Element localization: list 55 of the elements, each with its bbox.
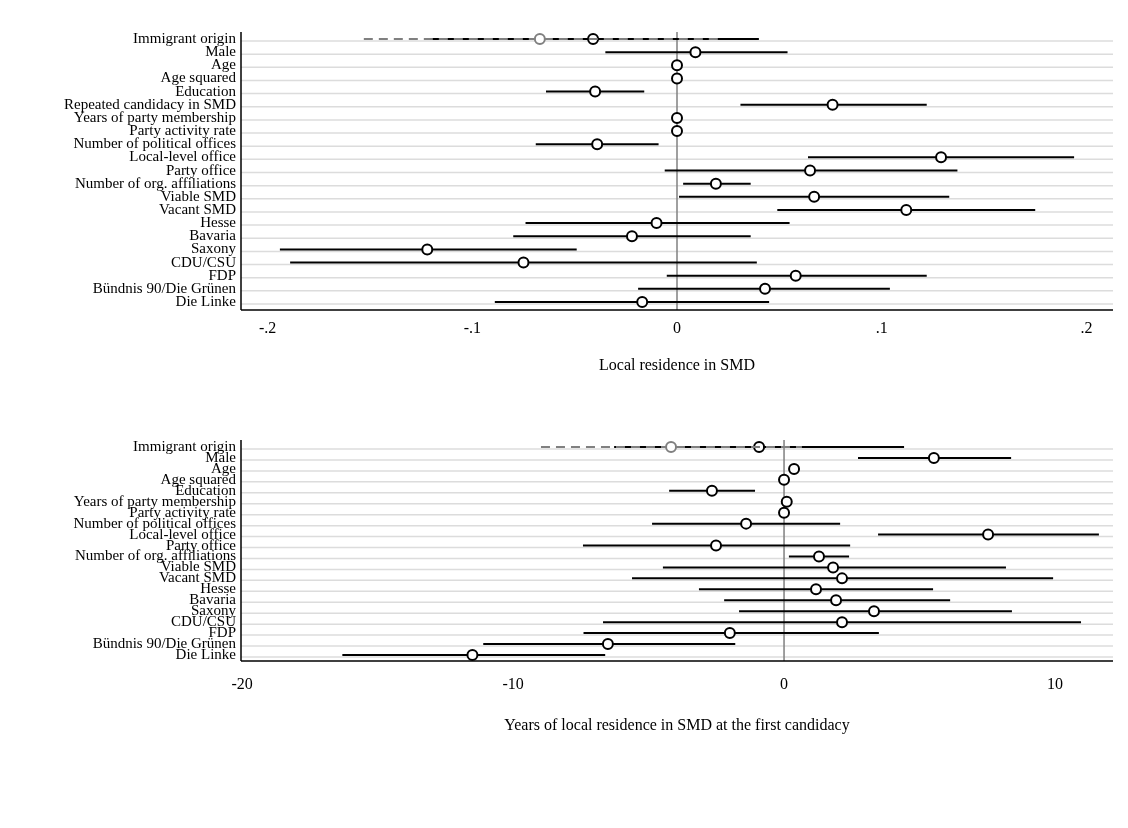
point — [789, 269, 802, 282]
point — [778, 473, 791, 486]
point — [810, 583, 823, 596]
point — [705, 484, 718, 497]
point — [812, 550, 825, 563]
point — [533, 33, 546, 45]
point — [710, 539, 723, 552]
point — [517, 256, 530, 269]
point — [827, 561, 840, 574]
point — [826, 98, 839, 111]
point — [830, 594, 843, 607]
x-axis-title: Local residence in SMD — [599, 356, 755, 373]
y-tick-label: Vacant SMD — [158, 200, 237, 217]
point — [780, 495, 793, 508]
point — [689, 46, 702, 59]
x-tick-label: 0 — [673, 319, 681, 336]
point — [665, 441, 678, 453]
point — [982, 528, 995, 541]
x-tick-label: .2 — [1080, 319, 1093, 336]
point — [740, 517, 753, 530]
point — [709, 177, 722, 190]
point — [636, 296, 649, 308]
point — [421, 243, 434, 256]
point — [836, 572, 849, 585]
x-tick-label: 0 — [780, 675, 789, 692]
point — [788, 462, 801, 475]
x-tick-label: -10 — [502, 675, 524, 692]
y-tick-label: Immigrant origin — [133, 30, 237, 46]
point — [723, 627, 736, 640]
x-axis-title: Years of local residence in SMD at the first candidacy — [504, 716, 850, 734]
point — [808, 190, 821, 203]
point — [591, 138, 604, 151]
point — [625, 230, 638, 243]
point — [671, 72, 683, 85]
x-tick-label: -.2 — [258, 319, 277, 336]
point — [927, 451, 940, 464]
point — [868, 605, 880, 618]
point — [601, 638, 614, 651]
point — [671, 59, 683, 72]
point — [759, 282, 772, 295]
point — [650, 217, 663, 230]
point — [935, 151, 948, 164]
point — [900, 203, 913, 216]
y-tick-label: Die Linke — [175, 293, 237, 309]
point — [671, 111, 683, 124]
point — [778, 506, 791, 519]
point — [804, 164, 817, 177]
point — [836, 616, 849, 629]
x-tick-label: -.1 — [463, 319, 481, 336]
point — [671, 125, 683, 138]
x-tick-label: .1 — [875, 319, 888, 336]
point — [466, 649, 479, 661]
x-tick-label: -20 — [231, 675, 253, 692]
point — [589, 85, 602, 98]
x-tick-label: 10 — [1047, 675, 1064, 692]
